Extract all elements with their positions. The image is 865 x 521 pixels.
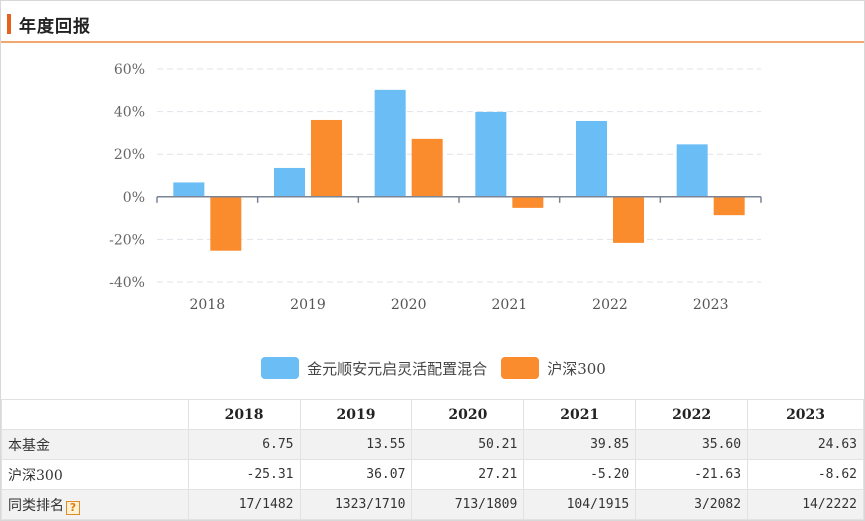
table-cell: 1323/1710 [299, 489, 413, 520]
table-header-cell: 2019 [299, 399, 413, 430]
table-cell: 36.07 [299, 459, 413, 490]
x-tick-label: 2020 [391, 297, 427, 313]
y-tick-label: -40% [109, 275, 145, 291]
table-header-cell: 2022 [635, 399, 749, 430]
y-tick-label: 20% [114, 147, 145, 163]
annual-return-table: 2018 2019 2020 2021 2022 2023 本基金 6.75 1… [1, 399, 864, 520]
y-tick-label: -20% [109, 232, 145, 248]
y-tick-label: 40% [114, 105, 145, 121]
legend-swatch-index [501, 357, 540, 379]
x-tick-label: 2019 [290, 297, 326, 313]
table-cell: 39.85 [523, 429, 637, 460]
bar-fund [576, 120, 607, 197]
bar-index [210, 196, 242, 251]
legend-swatch-fund [261, 357, 300, 379]
table-cell: 713/1809 [411, 489, 525, 520]
row-label: 沪深300 [1, 459, 189, 490]
y-tick-label: 60% [114, 62, 145, 78]
table-header-cell: 2023 [747, 399, 864, 430]
table-header-cell: 2018 [187, 399, 301, 430]
bar-fund [274, 167, 305, 197]
bar-fund [374, 89, 406, 197]
table-cell: 13.55 [299, 429, 413, 460]
table-cell: 3/2082 [635, 489, 749, 520]
x-tick-label: 2022 [592, 297, 628, 313]
y-tick-label: 0% [123, 190, 145, 206]
table-header-cell [1, 399, 189, 430]
table-cell: -5.20 [523, 459, 637, 490]
table-cell: 17/1482 [187, 489, 301, 520]
legend-label-fund: 金元顺安元启灵活配置混合 [307, 359, 488, 378]
table-header-row: 2018 2019 2020 2021 2022 2023 [1, 399, 864, 430]
x-tick-label: 2023 [693, 297, 729, 313]
table-row-fund: 本基金 6.75 13.55 50.21 39.85 35.60 24.63 [1, 429, 864, 460]
table-cell: 104/1915 [523, 489, 637, 520]
bar-fund [676, 144, 708, 197]
bar-index [512, 196, 544, 208]
table-cell: 24.63 [747, 429, 864, 460]
table-header-cell: 2021 [523, 399, 637, 430]
question-mark-icon[interactable]: ? [66, 500, 80, 515]
table-cell: 27.21 [411, 459, 525, 490]
bar-fund [173, 182, 205, 197]
x-tick-label: 2018 [190, 297, 226, 313]
annual-return-chart: 60% 40% 20% 0% -20% -40% 2018 2019 2020 2021 2022 2… [109, 62, 762, 313]
bar-index [311, 119, 342, 197]
row-label-text: 同类排名 [8, 497, 64, 514]
table-header-cell: 2020 [411, 399, 525, 430]
table-cell: 6.75 [187, 429, 301, 460]
bar-fund [475, 111, 507, 197]
table-row-rank: 同类排名? 17/1482 1323/1710 713/1809 104/191… [1, 489, 864, 520]
bar-index [613, 196, 644, 243]
table-cell: 14/2222 [747, 489, 864, 520]
table-cell: -25.31 [187, 459, 301, 490]
legend-item-index[interactable]: 沪深300 [501, 357, 606, 379]
table-row-index: 沪深300 -25.31 36.07 27.21 -5.20 -21.63 -8… [1, 459, 864, 490]
panel-header: 年度回报 [1, 1, 864, 43]
chart-legend: 金元顺安元启灵活配置混合 沪深300 [1, 357, 865, 379]
table-cell: 35.60 [635, 429, 749, 460]
bar-index [713, 196, 745, 216]
legend-item-fund[interactable]: 金元顺安元启灵活配置混合 [261, 357, 487, 379]
row-label: 同类排名? [1, 489, 189, 520]
table-cell: 50.21 [411, 429, 525, 460]
header-accent-bar [7, 14, 11, 34]
table-cell: -21.63 [635, 459, 749, 490]
x-tick-label: 2021 [492, 297, 528, 313]
bar-index [411, 138, 443, 197]
legend-label-index: 沪深300 [547, 359, 606, 378]
row-label: 本基金 [1, 429, 189, 460]
table-cell: -8.62 [747, 459, 864, 490]
page-title: 年度回报 [19, 17, 91, 37]
